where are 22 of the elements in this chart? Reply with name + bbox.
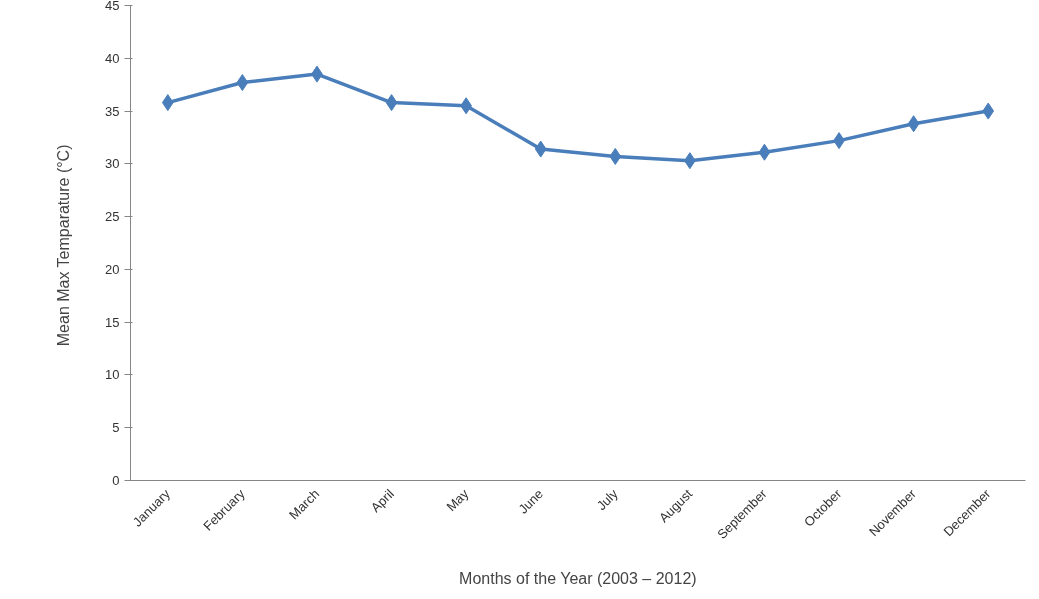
point <box>534 140 547 158</box>
x-tick-label: May <box>443 485 472 515</box>
y-tick-label: 40 <box>105 50 120 66</box>
y-axis-title: Mean Max Temparature (°C) <box>55 144 73 347</box>
y-tick-label: 30 <box>105 156 120 172</box>
y-tick-label: 15 <box>105 314 120 330</box>
x-tick-label: July <box>593 485 621 514</box>
point <box>907 115 920 133</box>
y-tick-label: 10 <box>105 367 120 383</box>
point <box>385 94 398 112</box>
point <box>236 74 249 92</box>
y-tick-label: 5 <box>112 420 120 436</box>
y-tick-label: 20 <box>105 261 120 277</box>
point <box>609 147 622 165</box>
point <box>982 102 995 120</box>
x-axis-title: Months of the Year (2003 – 2012) <box>459 570 697 588</box>
y-tick-label: 0 <box>112 473 120 488</box>
point <box>161 94 174 112</box>
y-tick-label: 25 <box>105 209 120 225</box>
y-tick-label: 35 <box>105 103 120 119</box>
point <box>758 143 771 161</box>
y-tick-label: 45 <box>105 0 120 13</box>
